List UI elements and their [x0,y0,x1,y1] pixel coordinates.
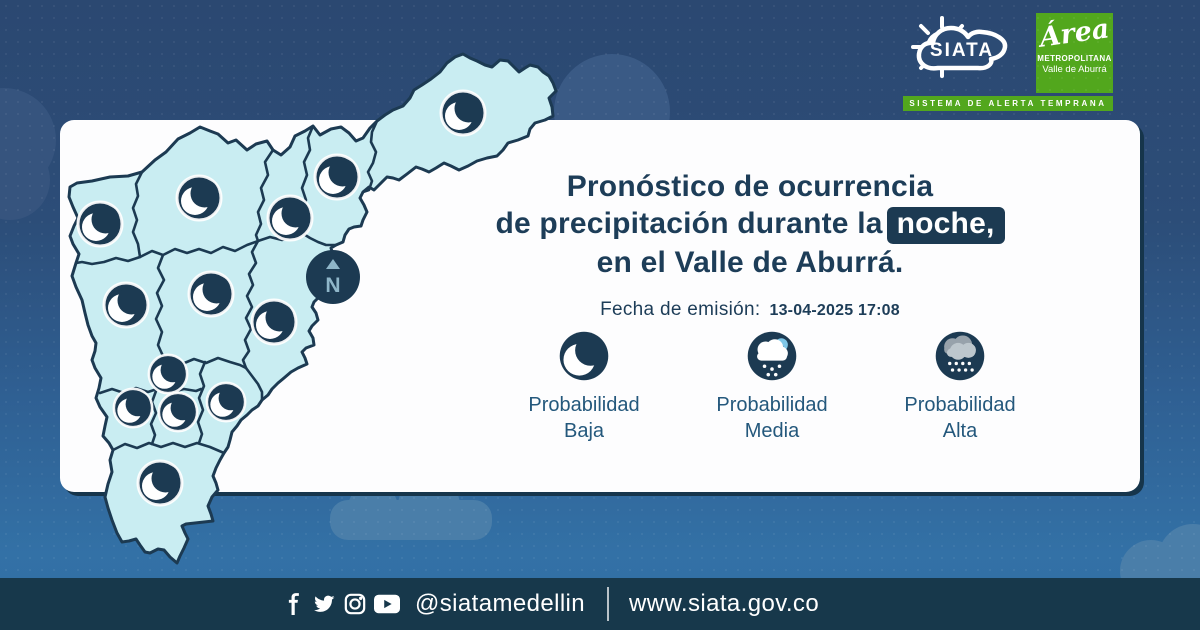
emission-value: 13-04-2025 17:08 [769,302,900,319]
cloud-heavy-rain-icon [935,331,985,381]
legend-item-alta: Probabilidad Alta [874,328,1046,444]
title-line1: Pronóstico de ocurrencia [566,170,934,203]
period-highlight: noche, [886,207,1005,244]
facebook-icon[interactable] [282,593,304,615]
amva-script: Área [1037,13,1112,54]
twitter-icon[interactable] [312,593,336,615]
title-line2: de precipitación durante la noche, [400,205,1100,244]
title-line3: en el Valle de Aburrá. [596,246,904,279]
website-link[interactable]: www.siata.gov.co [629,590,820,617]
probability-legend: Probabilidad Baja Probabilidad Media [498,328,1046,444]
social-icons [282,593,400,615]
cloud-rain-moon-icon [747,331,797,381]
youtube-icon[interactable] [374,593,400,615]
moon-icon [559,331,609,381]
legend-item-baja: Probabilidad Baja [498,328,670,444]
emission-label: Fecha de emisión: [600,299,761,320]
siata-logo: SIATA [911,16,1008,78]
instagram-icon[interactable] [344,593,366,615]
emission-date-row: Fecha de emisión: 13-04-2025 17:08 [400,291,1100,329]
siata-tagline: SISTEMA DE ALERTA TEMPRANA [903,96,1113,111]
legend-item-media: Probabilidad Media [686,328,858,444]
cloud-outline [916,25,1008,71]
footer-divider [607,587,610,621]
social-handle[interactable]: @siatamedellin [415,590,586,617]
forecast-title: Pronóstico de ocurrencia de precipitació… [400,168,1100,329]
siata-wordmark: SIATA [930,40,994,61]
amva-logo: Área METROPOLITANA Valle de Aburrá [1036,13,1113,93]
footer-bar: @siatamedellin www.siata.gov.co [0,578,1200,630]
